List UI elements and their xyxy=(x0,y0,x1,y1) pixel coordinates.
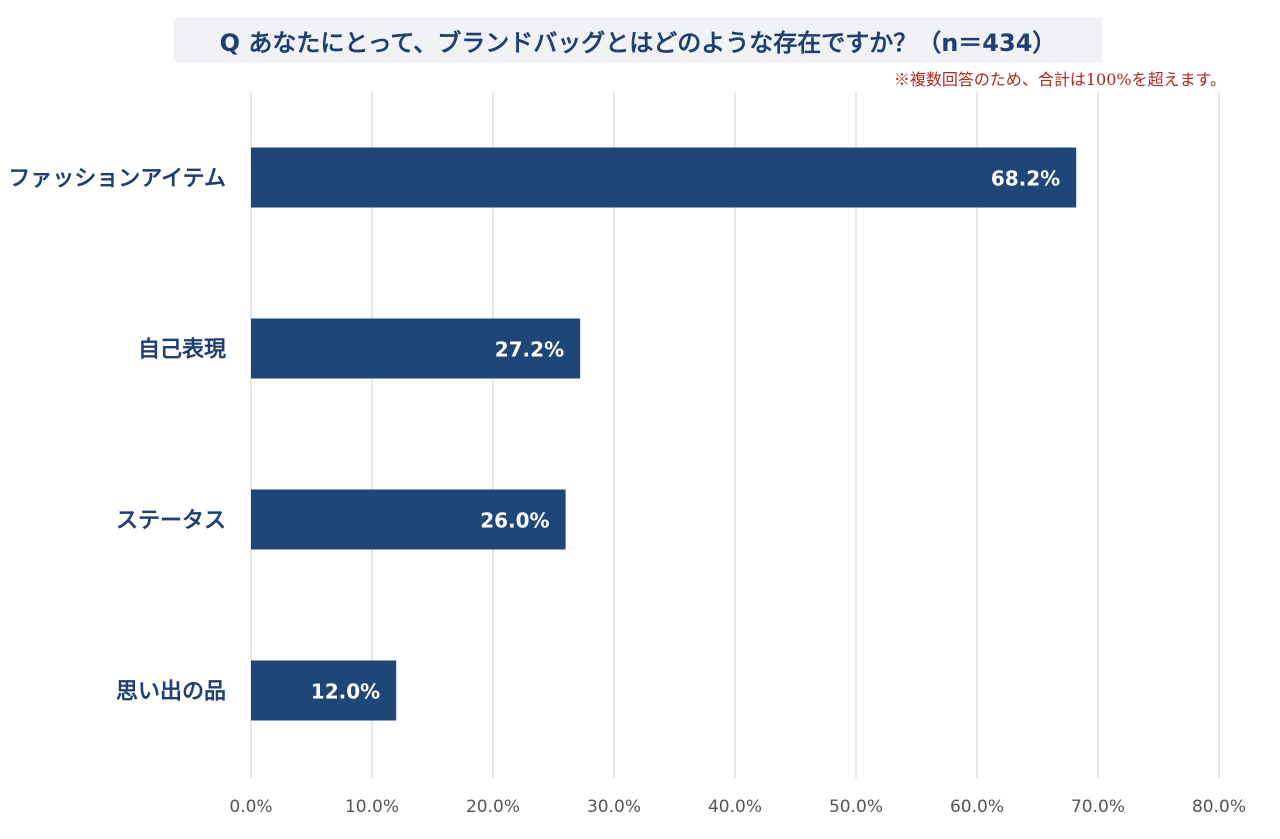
bar xyxy=(251,147,1077,208)
x-tick-label: 50.0% xyxy=(829,797,883,817)
bar xyxy=(251,660,397,721)
x-tick-label: 0.0% xyxy=(229,797,272,817)
x-tick-label: 80.0% xyxy=(1192,797,1246,817)
value-label: 12.0% xyxy=(311,680,380,704)
chart-subtitle-note: ※複数回答のため、合計は100%を超えます。 xyxy=(893,70,1226,89)
category-label: ファッションアイテム xyxy=(8,167,226,192)
x-tick-label: 60.0% xyxy=(950,797,1004,817)
bars xyxy=(251,147,1077,721)
bar xyxy=(251,318,581,379)
x-tick-label: 10.0% xyxy=(345,797,399,817)
x-tick-label: 20.0% xyxy=(466,797,520,817)
bar xyxy=(251,489,566,550)
chart-title-box: Q あなたにとって、ブランドバッグとはどのような存在ですか？（n＝434） xyxy=(174,18,1102,62)
category-label: 思い出の品 xyxy=(116,680,226,705)
x-tick-label: 30.0% xyxy=(587,797,641,817)
value-label: 26.0% xyxy=(480,509,549,533)
x-axis-tick-labels: 0.0% 10.0% 20.0% 30.0% 40.0% 50.0% 60.0% 70.0% 8… xyxy=(229,797,1246,817)
value-label: 68.2% xyxy=(991,167,1060,191)
category-label: ステータス xyxy=(116,509,226,534)
value-label: 27.2% xyxy=(495,338,564,362)
x-tick-label: 40.0% xyxy=(708,797,762,817)
chart-title: Q あなたにとって、ブランドバッグとはどのような存在ですか？（n＝434） xyxy=(219,28,1057,57)
value-labels: 68.2% 27.2% 26.0% 12.0% xyxy=(311,167,1060,704)
category-label: 自己表現 xyxy=(138,337,226,363)
x-tick-label: 70.0% xyxy=(1071,797,1125,817)
